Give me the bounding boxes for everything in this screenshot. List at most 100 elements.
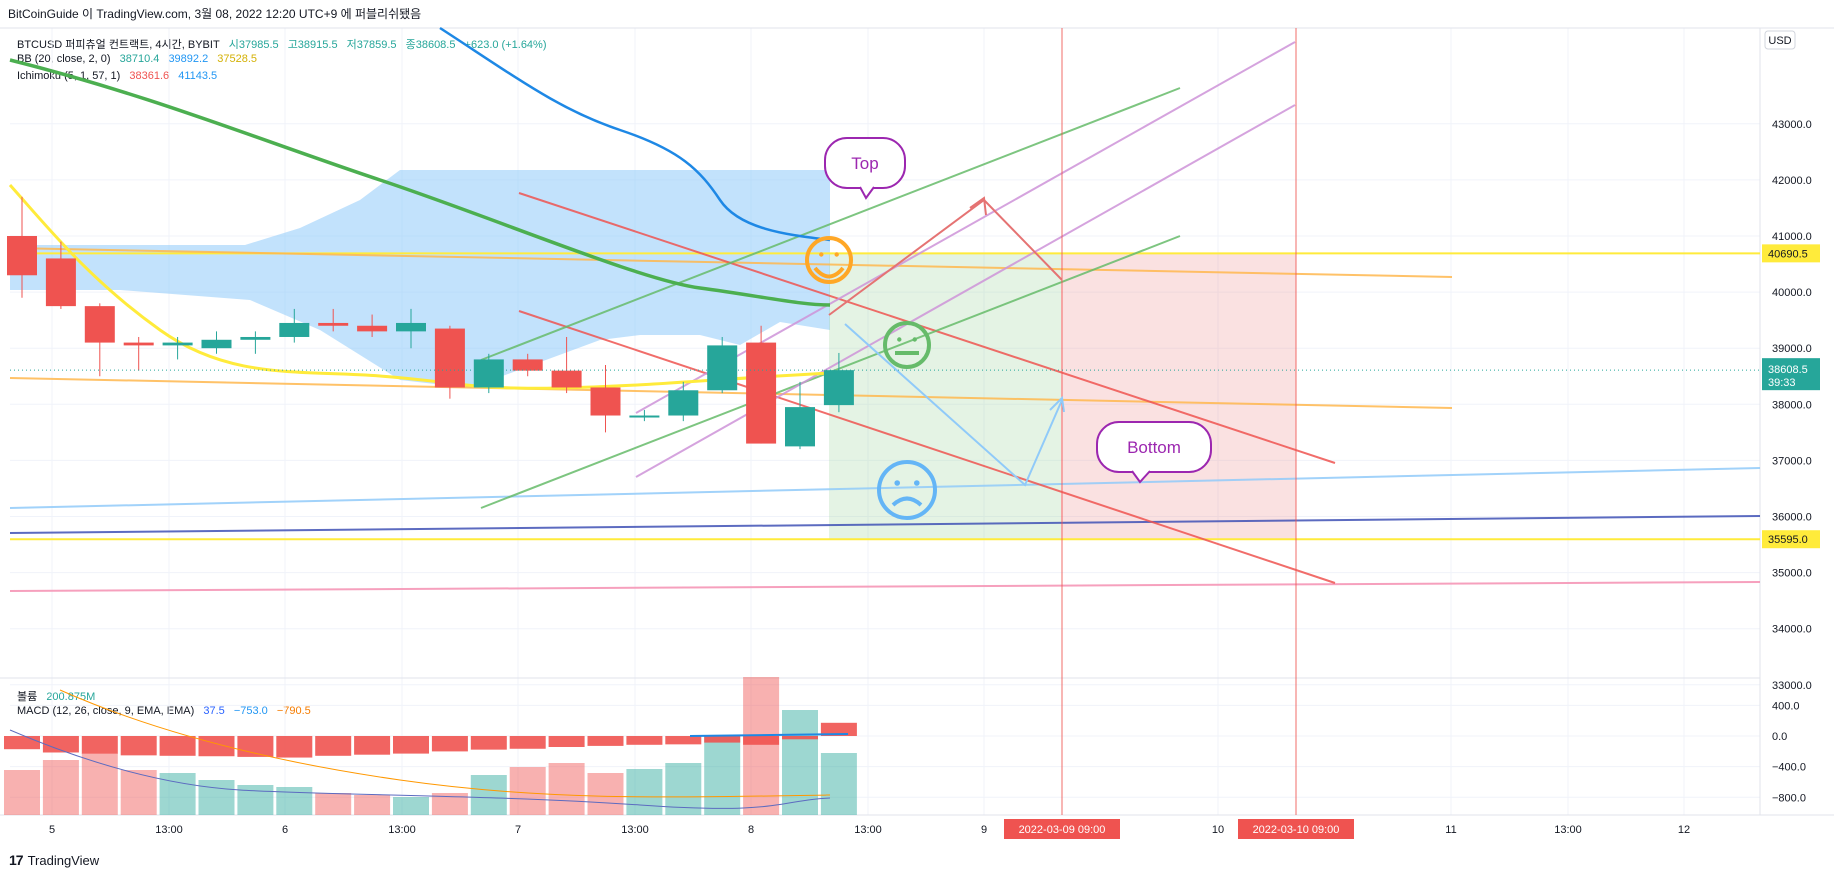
- time-tick-label: 12: [1678, 824, 1690, 836]
- macd-current-line: [689, 733, 849, 737]
- bb-lower: 37528.5: [217, 53, 258, 65]
- level-tag: [1762, 244, 1820, 263]
- callout-text: Top: [851, 154, 878, 173]
- macd-histogram-bar: [626, 736, 663, 745]
- candle-body: [434, 328, 465, 388]
- volume-bar: [315, 793, 352, 815]
- macd-histogram-bar: [393, 736, 429, 754]
- current-price-label: 38608.5: [1768, 364, 1808, 376]
- macd-histogram-bar: [315, 736, 352, 756]
- candle-body: [45, 258, 76, 307]
- candle-body: [551, 370, 582, 388]
- projection-path-down: [844, 323, 1063, 487]
- volume-bar: [276, 787, 313, 815]
- support-line: [9, 377, 1453, 409]
- volume-layer: [4, 677, 857, 815]
- macd-histogram-bar: [159, 736, 196, 756]
- time-tick-label: 13:00: [1554, 824, 1582, 836]
- macd-histogram-bar: [120, 736, 157, 756]
- tv-logo-icon: 17: [9, 852, 24, 868]
- candles-layer: [7, 196, 1760, 450]
- price-tick-label: 35000.0: [1772, 568, 1812, 580]
- ichimoku-value-1: 38361.6: [129, 70, 170, 82]
- publish-caption: BitCoinGuide 이 TradingView.com, 3월 08, 2…: [8, 7, 422, 21]
- macd-legend[interactable]: MACD (12, 26, close, 9, EMA, EMA) 37.5 −…: [17, 705, 317, 717]
- grid: [0, 27, 1834, 816]
- candle-body: [396, 322, 426, 332]
- arrow-head-icon: [969, 196, 987, 216]
- candle-body: [629, 415, 660, 418]
- volume-bar: [198, 780, 235, 815]
- signal-line: [59, 689, 831, 798]
- ichimoku-legend[interactable]: Ichimoku (5, 1, 57, 1) 38361.6 41143.5: [17, 70, 223, 82]
- candle-body: [318, 322, 349, 326]
- volume-bar: [237, 785, 274, 815]
- time-tick-label: 8: [748, 824, 754, 836]
- candle-body: [823, 370, 854, 406]
- top-callout: Top: [824, 137, 906, 200]
- candle-body: [240, 336, 271, 340]
- macd-label: MACD (12, 26, close, 9, EMA, EMA): [17, 705, 195, 717]
- arrow-head-icon: [1049, 395, 1065, 413]
- candle-body: [279, 322, 310, 337]
- level-tag-label: 35595.0: [1768, 534, 1808, 546]
- time-tick-label: 6: [282, 824, 288, 836]
- ichimoku-value-2: 41143.5: [178, 70, 218, 82]
- price-tick-label: 34000.0: [1772, 624, 1812, 636]
- time-tick-label: 11: [1445, 824, 1456, 836]
- volume-bar: [665, 763, 702, 815]
- price-tick-label: 36000.0: [1772, 512, 1812, 524]
- macd-tick-label: 400.0: [1772, 700, 1800, 712]
- volume-bar: [431, 793, 468, 815]
- volume-bar: [159, 773, 196, 815]
- price-tick-label: 37000.0: [1772, 455, 1812, 467]
- candle-body: [357, 325, 388, 332]
- macd-histogram-bar: [470, 736, 507, 750]
- macd-line: [9, 729, 831, 809]
- parallel-line-1: [635, 41, 1296, 414]
- volume-bar: [393, 797, 429, 815]
- bb-legend[interactable]: BB (20, close, 2, 0) 38710.4 39892.2 375…: [17, 53, 263, 65]
- drawings-layer: [8, 26, 1761, 815]
- volume-bar: [354, 795, 391, 815]
- date-tag-label: 2022-03-09 09:00: [1019, 824, 1106, 836]
- open-value: 시37985.5: [228, 39, 279, 51]
- macd-histogram-bar: [81, 736, 118, 754]
- bb-basis: 38710.4: [119, 53, 160, 65]
- time-tick-label: 13:00: [854, 824, 882, 836]
- price-tick-label: 40000.0: [1772, 287, 1812, 299]
- volume-bar: [4, 770, 40, 815]
- price-tick-label: 39000.0: [1772, 343, 1812, 355]
- bb-upper: 39892.2: [168, 53, 209, 65]
- bb-lower-line: [8, 184, 831, 390]
- candle-body: [7, 236, 37, 276]
- green-ema-line: [9, 58, 831, 307]
- price-tick-label: 33000.0: [1772, 680, 1812, 692]
- macd-histogram-bar: [509, 736, 546, 749]
- descending-line-2: [518, 310, 1336, 584]
- candle-body: [123, 342, 154, 346]
- currency-label: USD: [1768, 35, 1791, 47]
- callout-text: Bottom: [1127, 438, 1181, 457]
- time-tick-label: 13:00: [388, 824, 416, 836]
- candle-body: [162, 342, 193, 346]
- macd-value: 37.5: [203, 705, 225, 717]
- tradingview-logo[interactable]: 17 TradingView: [9, 852, 99, 868]
- happy-face-icon: [805, 236, 853, 284]
- time-tick-label: 5: [49, 824, 55, 836]
- volume-bar: [548, 763, 585, 815]
- candle-body: [707, 345, 738, 391]
- bb-label: BB (20, close, 2, 0): [17, 53, 111, 65]
- axes-layer: USD 43000.0 42000.0 41000.0 40000.0 39000.0 38…: [49, 30, 1820, 839]
- blue-ema-line: [439, 26, 831, 242]
- macd-histogram-bar: [4, 736, 40, 750]
- date-tag: [1004, 819, 1120, 839]
- time-tick-label: 13:00: [155, 824, 183, 836]
- macd-histogram-bar: [743, 736, 780, 745]
- parallel-line-2: [635, 104, 1296, 478]
- candle-body: [512, 359, 543, 371]
- level-tag-label: 40690.5: [1768, 248, 1808, 260]
- price-tick-label: 41000.0: [1772, 231, 1812, 243]
- volume-bar: [704, 735, 741, 815]
